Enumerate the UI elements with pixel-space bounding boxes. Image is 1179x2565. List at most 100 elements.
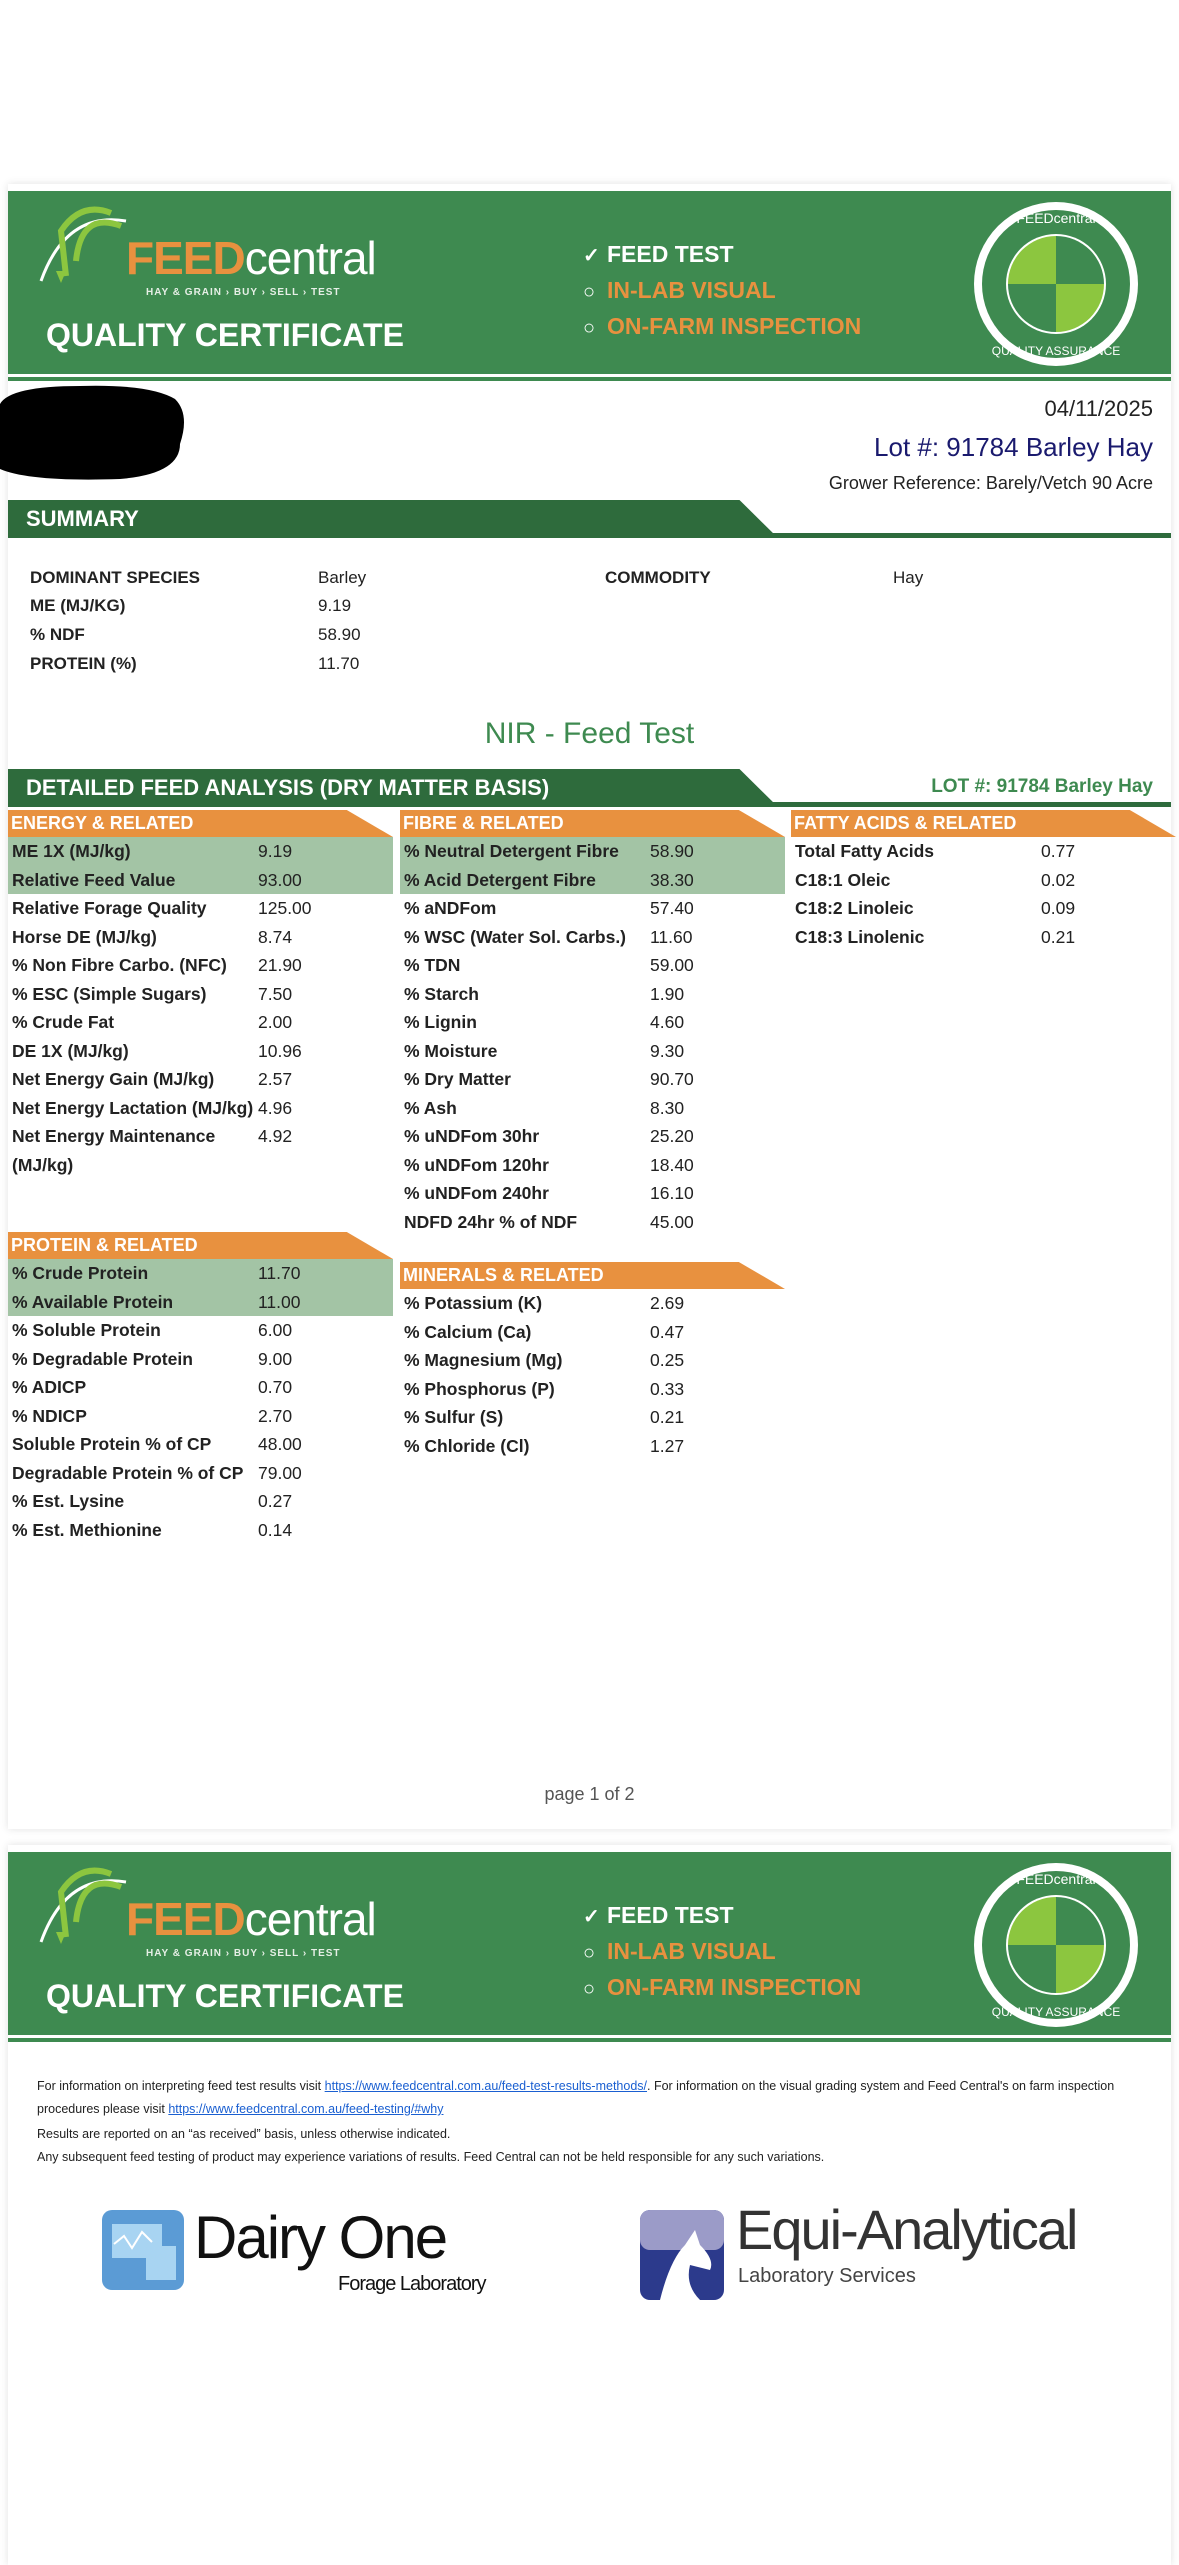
analysis-row: % Dry Matter 90.70 [400,1065,785,1094]
analysis-row: Soluble Protein % of CP 48.00 [8,1430,393,1459]
analysis-value: 7.50 [258,983,293,1004]
brand-light: central [244,232,377,284]
divider [8,802,1171,807]
analysis-label: % Calcium (Ca) [404,1321,532,1342]
analysis-row: % Acid Detergent Fibre 38.30 [400,865,785,894]
analysis-row: % Starch 1.90 [400,980,785,1009]
feedcentral-logo-icon [39,1867,127,1944]
analysis-row: % Crude Protein 11.70 [8,1259,393,1288]
analysis-value: 9.00 [258,1348,293,1369]
analysis-label: % Chloride (Cl) [404,1435,530,1456]
info-note: For information on interpreting feed tes… [37,2075,1147,2121]
quality-assurance-seal-icon: FEEDcentral QUALITY ASSURANCE [974,202,1138,366]
analysis-value: 2.70 [258,1405,293,1426]
analysis-label: Horse DE (MJ/kg) [12,926,157,947]
analysis-row: ME 1X (MJ/kg) 9.19 [8,837,393,866]
analysis-label: % Moisture [404,1040,498,1061]
analysis-row: Relative Feed Value 93.00 [8,865,393,894]
analysis-label: Total Fatty Acids [795,841,935,861]
analysis-row: % TDN 59.00 [400,951,785,980]
analysis-value: 0.21 [1041,926,1076,947]
analysis-row: C18:2 Linoleic 0.09 [791,894,1176,923]
feedcentral-logo-icon [39,206,127,283]
analysis-row: Net Energy Lactation (MJ/kg) 4.96 [8,1094,393,1123]
analysis-row: C18:3 Linolenic 0.21 [791,923,1176,952]
analysis-row: % Potassium (K) 2.69 [400,1289,785,1318]
analysis-value: 4.60 [650,1012,685,1032]
analysis-value: 16.10 [650,1183,694,1203]
disclaimer-note: Any subsequent feed testing of product m… [37,2150,825,2164]
analysis-label: Net Energy Lactation (MJ/kg) [12,1097,254,1118]
equi-analytical-subtitle: Laboratory Services [738,2265,916,2287]
analysis-row: % Phosphorus (P) 0.33 [400,1375,785,1404]
analysis-value: 25.20 [650,1126,694,1146]
quality-assurance-seal-icon: FEEDcentral QUALITY ASSURANCE [974,1863,1138,2027]
analysis-label: % Potassium (K) [404,1293,543,1313]
check-label: IN-LAB VISUAL [607,277,776,303]
lot-number: Lot #: 91784 Barley Hay [874,432,1153,462]
protein-section: PROTEIN & RELATED % Crude Protein 11.70 % A… [8,1232,393,1544]
summary-heading: SUMMARY [8,500,778,538]
analysis-row: % WSC (Water Sol. Carbs.) 11.60 [400,923,785,952]
analysis-value: 8.30 [650,1097,685,1118]
analysis-value: 79.00 [258,1462,302,1483]
analysis-label: % Crude Protein [12,1263,149,1283]
section-heading: ENERGY & RELATED [8,810,393,837]
analysis-row: % Available Protein 11.00 [8,1287,393,1316]
analysis-row: % Est. Methionine 0.14 [8,1516,393,1545]
analysis-label: NDFD 24hr % of NDF [404,1211,578,1232]
brand-bold: FEED [126,232,246,284]
analysis-value: 2.69 [650,1293,685,1313]
check-label: IN-LAB VISUAL [607,1938,776,1964]
analysis-row: % Magnesium (Mg) 0.25 [400,1346,785,1375]
fatty-acids-section: FATTY ACIDS & RELATED Total Fatty Acids 0.… [791,810,1176,951]
divider [8,533,1171,538]
analysis-label: % Lignin [404,1012,477,1032]
analysis-value: 57.40 [650,898,694,918]
analysis-label: C18:3 Linolenic [795,926,925,947]
analysis-label: DE 1X (MJ/kg) [12,1040,129,1061]
analysis-row: % uNDFom 30hr 25.20 [400,1122,785,1151]
check-label: ON-FARM INSPECTION [607,313,862,339]
analysis-value: 9.30 [650,1040,685,1061]
analysis-row: % Sulfur (S) 0.21 [400,1403,785,1432]
analysis-label: Relative Forage Quality [12,898,207,918]
summary-value: 9.19 [318,596,352,615]
analysis-row: Degradable Protein % of CP 79.00 [8,1459,393,1488]
analysis-row: % Calcium (Ca) 0.47 [400,1318,785,1347]
analysis-label: Net Energy Gain (MJ/kg) [12,1069,215,1089]
analysis-label: % Available Protein [12,1291,174,1312]
analysis-value: 1.90 [650,983,685,1004]
feed-test-results-link[interactable]: https://www.feedcentral.com.au/feed-test… [324,2079,648,2093]
commodity-value: Hay [893,568,924,587]
section-heading: PROTEIN & RELATED [8,1232,393,1259]
empty-circle-icon: ○ [583,317,596,339]
analysis-value: 4.96 [258,1097,293,1118]
empty-circle-icon: ○ [583,1978,596,2000]
analysis-value: 11.00 [258,1291,301,1312]
analysis-row: % Lignin 4.60 [400,1008,785,1037]
analysis-value: 0.33 [650,1378,685,1399]
nir-title: NIR - Feed Test [484,717,695,750]
equi-analytical-name: Equi-Analytical [736,2198,1078,2261]
dairy-one-subtitle: Forage Laboratory [338,2273,487,2295]
svg-text:QUALITY ASSURANCE: QUALITY ASSURANCE [992,344,1120,358]
analysis-label: ME 1X (MJ/kg) [12,841,131,861]
analysis-value: 2.00 [258,1012,293,1032]
tagline: HAY & GRAIN › BUY › SELL › TEST [146,287,341,298]
analysis-value: 9.19 [258,841,293,861]
check-label: FEED TEST [607,1902,734,1928]
analysis-label: % Starch [404,983,479,1004]
analysis-label: % WSC (Water Sol. Carbs.) [404,926,627,947]
check-feed-test: ✓ FEED TEST [583,1902,734,1929]
energy-section: ENERGY & RELATED ME 1X (MJ/kg) 9.19 Relativ… [8,810,393,1179]
analysis-label: Net Energy Maintenance (MJ/kg) [12,1126,216,1175]
analysis-value: 1.27 [650,1435,685,1456]
analysis-value: 58.90 [650,841,694,861]
analysis-row: % NDICP 2.70 [8,1402,393,1431]
analysis-label: Degradable Protein % of CP [12,1462,244,1483]
analysis-label: % NDICP [12,1405,87,1426]
feed-testing-link[interactable]: https://www.feedcentral.com.au/feed-test… [168,2102,444,2116]
analysis-row: % aNDFom 57.40 [400,894,785,923]
note-text: For information on interpreting feed tes… [37,2079,325,2093]
